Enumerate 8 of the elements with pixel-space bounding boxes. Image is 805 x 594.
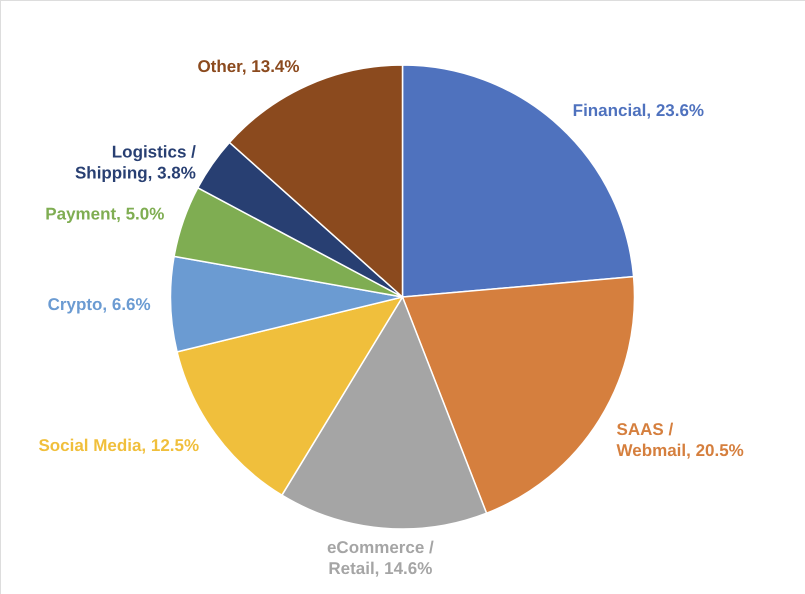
slice-label: Social Media, 12.5% [38,436,200,455]
slice-label: Crypto, 6.6% [48,294,151,314]
slice-label: Financial, 23.6% [572,101,704,120]
slice-label: eCommerce / Retail, 14.6% [326,538,434,578]
slice-label: Logistics / Shipping, 3.8% [74,142,196,183]
slice-label: Payment, 5.0% [45,204,164,224]
slice-label: SAAS / Webmail, 20.5% [616,420,744,460]
slice-label: Other, 13.4% [197,57,300,76]
